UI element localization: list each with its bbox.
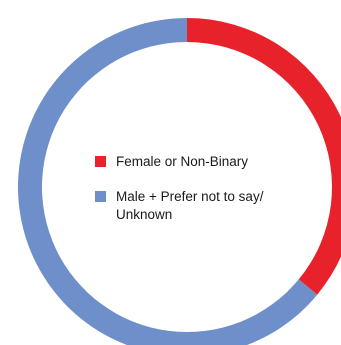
chart-legend: Female or Non-Binary Male + Prefer not t… <box>95 154 264 222</box>
legend-label-female-or-non-binary: Female or Non-Binary <box>116 154 248 169</box>
donut-slices <box>18 18 341 345</box>
legend-item-male-prefer-not-to-say-unknown: Male + Prefer not to say/ Unknown <box>95 189 264 222</box>
legend-label-male-prefer-not-to-say-line2: Unknown <box>116 207 172 222</box>
legend-label-male-prefer-not-to-say-line1: Male + Prefer not to say/ <box>116 189 264 204</box>
donut-slice-female-or-non-binary <box>187 18 341 295</box>
legend-item-female-or-non-binary: Female or Non-Binary <box>95 154 248 169</box>
legend-swatch-male-prefer-not-to-say-unknown <box>95 191 106 202</box>
legend-swatch-female-or-non-binary <box>95 156 106 167</box>
donut-slice-male-prefer-not-to-say-unknown <box>18 18 318 345</box>
